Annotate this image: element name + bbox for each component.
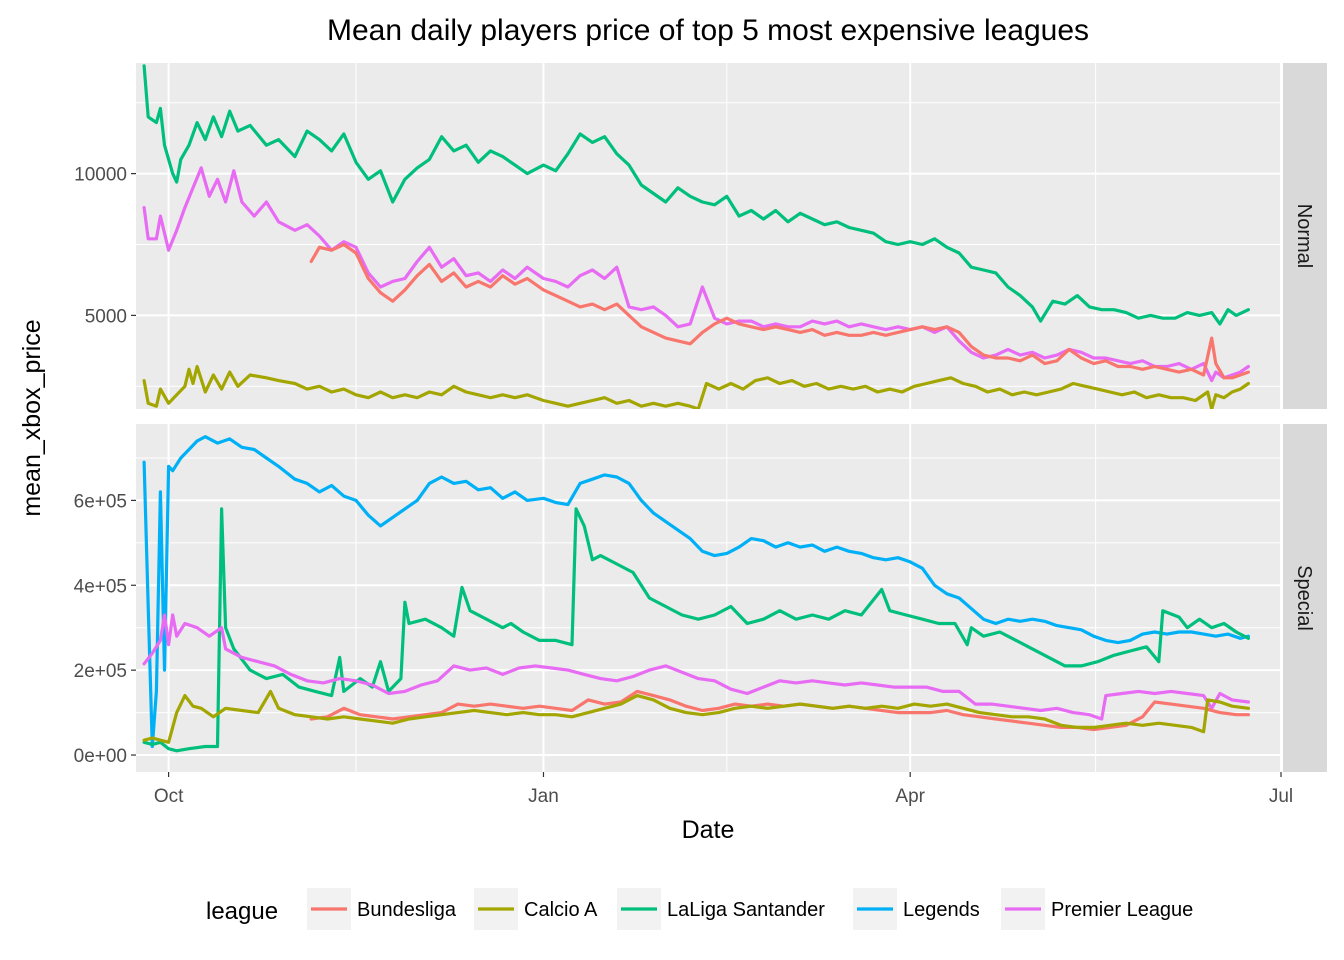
x-tick-label: Jan [528,786,559,807]
chart-title: Mean daily players price of top 5 most e… [327,14,1089,47]
legend-title: league [206,898,278,925]
y-tick-label: 0e+00 [74,746,127,767]
legend: league Bundesliga Calcio A LaLiga Santande… [206,888,1193,930]
series-line-premier-league-normal [142,166,1251,383]
series-line-calcio-a-special [142,689,1251,744]
legend-label: Legends [903,899,980,921]
legend-item-premier-league: Premier League [1001,888,1193,930]
y-tick-label: 10000 [74,165,127,186]
facet-strip-label: Normal [1293,204,1315,268]
panel-background [136,424,1281,772]
y-tick-label: 5000 [85,306,127,327]
y-tick-label: 4e+05 [74,576,127,597]
facet-strip-special [1283,424,1327,772]
x-axis-title: Date [682,816,735,844]
series-line-bundesliga-normal [309,242,1251,380]
y-tick-label: 6e+05 [74,491,127,512]
x-tick-label: Apr [895,786,925,807]
legend-label: LaLiga Santander [667,899,825,921]
y-tick-label: 2e+05 [74,661,127,682]
series-line-laliga-santander-normal [142,64,1251,326]
series-line-premier-league-special [142,613,1251,721]
panel-normal: 5000 10000 Normal [74,63,1327,409]
legend-item-laliga-santander: LaLiga Santander [617,888,825,930]
x-tick-label: Oct [154,786,184,807]
y-axis-title: mean_xbox_price [18,319,46,516]
legend-item-bundesliga: Bundesliga [307,888,457,930]
facet-strip-normal [1283,63,1327,409]
series-line-laliga-santander-special [142,507,1251,753]
legend-item-legends: Legends [853,888,980,930]
legend-label: Premier League [1051,899,1193,921]
panel-background [136,63,1281,409]
panel-special: 0e+00 2e+05 4e+05 6e+05 Special [74,424,1327,772]
series-line-calcio-a-normal [142,364,1251,409]
x-tick-label: Jul [1269,786,1293,807]
facet-strip-label: Special [1293,565,1315,631]
series-line-legends-special [142,435,1251,749]
legend-label: Bundesliga [357,899,457,921]
legend-label: Calcio A [524,899,598,921]
legend-item-calcio-a: Calcio A [474,888,598,930]
